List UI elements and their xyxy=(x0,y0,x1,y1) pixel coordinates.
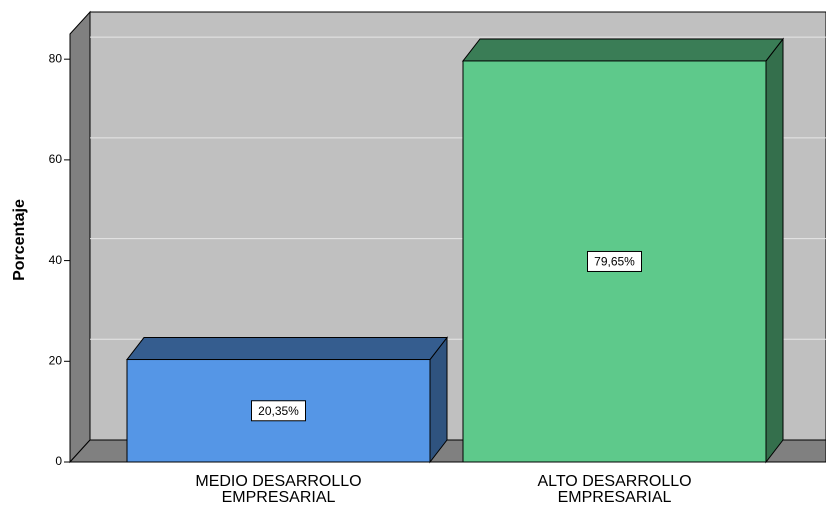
bar-side xyxy=(765,37,784,464)
value-label: 20,35% xyxy=(258,404,299,418)
bar-top xyxy=(461,38,785,62)
y-tick-label: 80 xyxy=(49,51,63,65)
y-tick-label: 60 xyxy=(49,152,63,166)
y-tick-label: 40 xyxy=(49,253,63,267)
x-tick-label: ALTO DESARROLLO EMPRESARIAL xyxy=(537,473,692,506)
left-wall xyxy=(69,10,91,464)
bar-top xyxy=(125,337,449,361)
x-tick-label: MEDIO DESARROLLO EMPRESARIAL xyxy=(195,473,362,506)
value-label: 79,65% xyxy=(594,255,635,269)
y-axis-label: Porcentaje xyxy=(11,199,28,281)
value-label-box xyxy=(251,400,306,422)
value-label-box xyxy=(587,250,642,272)
y-tick-label: 20 xyxy=(49,353,63,367)
y-tick-label: 0 xyxy=(55,454,62,468)
